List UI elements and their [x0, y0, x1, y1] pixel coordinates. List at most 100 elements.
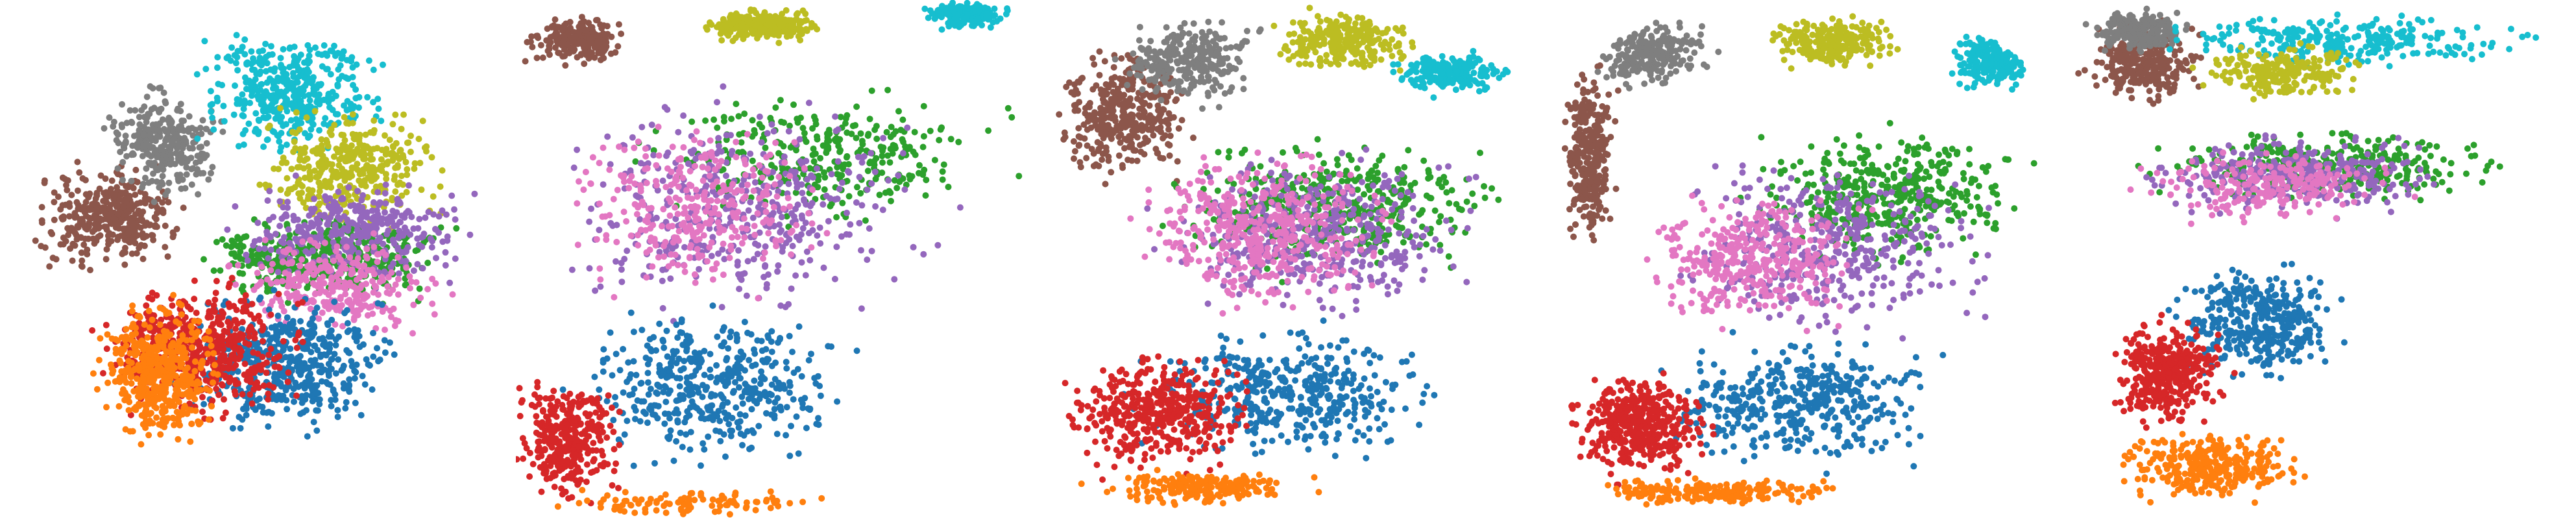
scatter-point — [263, 136, 271, 143]
scatter-point — [767, 114, 774, 121]
scatter-point — [228, 44, 236, 51]
scatter-point — [311, 167, 318, 175]
scatter-point — [303, 114, 310, 121]
scatter-point — [267, 43, 274, 50]
scatter-point — [428, 154, 435, 161]
scatter-plot-2 — [516, 0, 1023, 518]
scatter-point — [286, 294, 293, 301]
scatter-point — [140, 208, 147, 216]
scatter-point — [304, 263, 311, 270]
scatter-point — [121, 367, 128, 375]
scatter-point — [288, 80, 295, 87]
scatter-panel-2 — [516, 0, 1030, 518]
scatter-point — [887, 190, 894, 197]
scatter-point — [345, 192, 352, 199]
scatter-point — [283, 71, 290, 78]
scatter-point — [809, 151, 816, 158]
scatter-point — [776, 20, 783, 27]
scatter-point — [382, 200, 389, 207]
scatter-point — [344, 328, 351, 336]
scatter-point — [244, 257, 251, 264]
scatter-point — [354, 260, 361, 267]
scatter-point — [390, 305, 397, 312]
scatter-point — [278, 159, 286, 166]
scatter-point — [269, 51, 276, 58]
scatter-point — [258, 264, 265, 270]
scatter-point — [291, 398, 297, 405]
scatter-point — [164, 136, 171, 143]
scatter-point — [841, 161, 848, 168]
scatter-point — [234, 262, 241, 269]
scatter-point — [114, 131, 121, 138]
scatter-point — [309, 297, 316, 304]
scatter-point — [564, 41, 571, 48]
scatter-point — [219, 236, 226, 243]
scatter-point — [305, 69, 312, 75]
scatter-point — [284, 97, 291, 105]
scatter-point — [301, 74, 308, 81]
scatter-point — [201, 38, 208, 45]
scatter-point — [352, 95, 359, 102]
scatter-point — [295, 301, 302, 308]
scatter-point — [266, 122, 273, 129]
scatter-point — [449, 291, 456, 298]
scatter-point — [291, 138, 298, 145]
scatter-point — [157, 431, 164, 438]
scatter-point — [352, 399, 359, 406]
scatter-point — [304, 345, 311, 352]
scatter-point — [207, 88, 214, 95]
scatter-point — [180, 404, 188, 412]
scatter-point — [256, 395, 263, 402]
scatter-point — [702, 117, 709, 124]
scatter-point — [688, 118, 696, 125]
scatter-point — [848, 130, 855, 138]
scatter-point — [139, 153, 146, 160]
scatter-point — [857, 190, 864, 197]
scatter-point — [248, 48, 255, 55]
scatter-point — [345, 184, 352, 191]
scatter-point — [263, 90, 271, 97]
scatter-point — [132, 166, 140, 173]
scatter-point — [215, 319, 223, 325]
scatter-point — [341, 213, 348, 220]
scatter-point — [408, 278, 415, 285]
scatter-point — [79, 257, 86, 264]
scatter-point — [260, 106, 267, 114]
scatter-point — [334, 406, 341, 413]
scatter-point — [188, 323, 195, 330]
scatter-point — [346, 381, 353, 388]
scatter-point — [381, 337, 388, 344]
scatter-point — [173, 373, 180, 380]
scatter-point — [84, 251, 91, 258]
scatter-point — [153, 414, 160, 421]
scatter-point — [753, 21, 760, 29]
scatter-point — [285, 226, 292, 233]
scatter-point — [801, 130, 808, 137]
scatter-point — [210, 126, 217, 133]
scatter-point — [229, 425, 236, 432]
scatter-point — [197, 419, 204, 426]
scatter-point — [178, 302, 185, 309]
scatter-point — [361, 209, 369, 216]
scatter-point — [796, 21, 803, 28]
scatter-point — [925, 14, 932, 21]
scatter-point — [363, 228, 370, 236]
scatter-point — [323, 66, 330, 73]
scatter-point — [775, 40, 783, 47]
scatter-point — [772, 104, 779, 111]
scatter-point — [284, 175, 291, 182]
scatter-point — [328, 402, 335, 410]
scatter-point — [209, 114, 216, 121]
scatter-point — [170, 356, 177, 364]
scatter-point — [817, 154, 824, 162]
scatter-point — [862, 217, 869, 224]
scatter-point — [340, 260, 347, 267]
scatter-point — [297, 195, 304, 202]
scatter-point — [105, 241, 112, 248]
scatter-point — [178, 117, 186, 124]
scatter-point — [965, 5, 972, 12]
scatter-point — [321, 212, 328, 219]
scatter-point — [144, 334, 151, 341]
scatter-point — [192, 381, 199, 388]
scatter-point — [232, 60, 239, 67]
